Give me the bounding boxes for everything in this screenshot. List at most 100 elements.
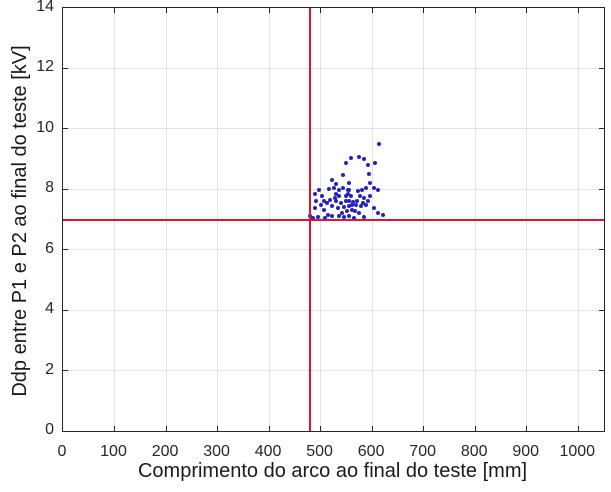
- reference-lines-layer: [63, 8, 604, 431]
- x-tick-mark-top-200: [165, 8, 167, 13]
- x-tick-mark-bottom-1000: [577, 426, 579, 431]
- scatter-point: [340, 172, 345, 177]
- y-tick-label-2: 2: [45, 360, 54, 378]
- scatter-point: [342, 204, 347, 209]
- y-tick-mark-left-10: [63, 128, 68, 130]
- scatter-point: [366, 171, 371, 176]
- x-tick-mark-bottom-600: [371, 426, 373, 431]
- scatter-point: [344, 160, 349, 165]
- scatter-point: [329, 177, 334, 182]
- scatter-point: [362, 196, 367, 201]
- scatter-point: [343, 193, 348, 198]
- grid-line-y-12: [63, 67, 604, 69]
- y-tick-mark-right-6: [599, 249, 604, 251]
- x-tick-label-300: 300: [203, 443, 230, 460]
- scatter-point: [321, 199, 326, 204]
- grid-line-y-4: [63, 309, 604, 311]
- scatter-point: [342, 215, 347, 220]
- y-tick-mark-right-12: [599, 67, 604, 69]
- x-tick-mark-bottom-700: [423, 426, 425, 431]
- scatter-point: [362, 215, 367, 220]
- x-tick-mark-top-700: [423, 8, 425, 13]
- scatter-point: [347, 204, 352, 209]
- scatter-point: [354, 202, 359, 207]
- x-tick-label-600: 600: [357, 443, 385, 460]
- scatter-point: [344, 209, 349, 214]
- scatter-point: [346, 199, 351, 204]
- scatter-point: [314, 199, 319, 204]
- scatter-point: [336, 187, 341, 192]
- scatter-point: [350, 199, 355, 204]
- scatter-point: [324, 200, 329, 205]
- scatter-point: [333, 192, 338, 197]
- tick-marks-layer: [63, 8, 604, 431]
- y-tick-mark-right-10: [599, 128, 604, 130]
- scatter-point: [345, 192, 350, 197]
- x-tick-mark-bottom-100: [114, 426, 116, 431]
- x-tick-mark-top-100: [114, 8, 116, 13]
- scatter-point: [337, 213, 342, 218]
- scatter-point: [334, 182, 339, 187]
- scatter-point: [330, 214, 335, 219]
- scatter-point: [312, 191, 317, 196]
- scatter-point: [322, 215, 327, 220]
- scatter-point: [349, 194, 354, 199]
- scatter-point: [363, 203, 368, 208]
- y-tick-label-4: 4: [45, 300, 54, 318]
- x-tick-label-100: 100: [100, 443, 127, 460]
- x-tick-mark-bottom-900: [526, 426, 528, 431]
- scatter-point: [339, 210, 344, 215]
- grid-line-y-10: [63, 128, 604, 130]
- x-tick-label-800: 800: [460, 443, 488, 460]
- grid-line-y-6: [63, 249, 604, 251]
- scatter-point: [362, 157, 367, 162]
- scatter-point: [367, 194, 372, 199]
- scatter-point: [377, 141, 382, 146]
- x-tick-label-400: 400: [254, 443, 282, 460]
- y-tick-label-8: 8: [45, 179, 54, 197]
- x-tick-mark-bottom-200: [165, 426, 167, 431]
- x-tick-label-500: 500: [306, 443, 333, 460]
- scatter-point: [317, 188, 322, 193]
- scatter-point: [349, 202, 354, 207]
- scatter-point: [320, 194, 325, 199]
- scatter-point: [355, 199, 360, 204]
- x-tick-mark-top-1000: [577, 8, 579, 13]
- x-tick-mark-bottom-500: [320, 426, 322, 431]
- scatter-point: [340, 185, 345, 190]
- red-horizontal-line: [63, 218, 604, 221]
- x-tick-mark-top-900: [526, 8, 528, 13]
- scatter-point: [327, 186, 332, 191]
- y-tick-mark-right-4: [599, 309, 604, 311]
- scatter-point: [358, 194, 363, 199]
- y-tick-label-6: 6: [45, 239, 54, 257]
- scatter-point: [350, 207, 355, 212]
- scatter-point: [339, 200, 344, 205]
- x-tick-mark-bottom-400: [268, 426, 270, 431]
- scatter-point: [347, 187, 352, 192]
- scatter-point: [325, 212, 330, 217]
- scatter-point: [311, 215, 316, 220]
- x-tick-label-900: 900: [512, 443, 540, 460]
- x-tick-mark-top-500: [320, 8, 322, 13]
- scatter-point: [332, 196, 337, 201]
- scatter-point: [331, 185, 336, 190]
- scatter-point: [347, 180, 352, 185]
- scatter-point: [330, 204, 335, 209]
- x-tick-label-1000: 1000: [559, 443, 596, 460]
- x-tick-mark-top-300: [217, 8, 219, 13]
- scatter-point: [322, 207, 327, 212]
- y-tick-label-12: 12: [36, 58, 54, 76]
- scatter-point: [327, 197, 332, 202]
- scatter-point: [334, 199, 339, 204]
- scatter-point: [368, 180, 373, 185]
- scatter-point: [372, 185, 377, 190]
- x-tick-label-700: 700: [409, 443, 436, 460]
- y-tick-label-10: 10: [36, 118, 54, 136]
- scatter-point: [356, 155, 361, 160]
- plot-area: [62, 7, 605, 432]
- x-axis-label: Comprimento do arco ao final do teste [m…: [137, 460, 528, 482]
- scatter-point: [366, 162, 371, 167]
- scatter-point: [380, 212, 385, 217]
